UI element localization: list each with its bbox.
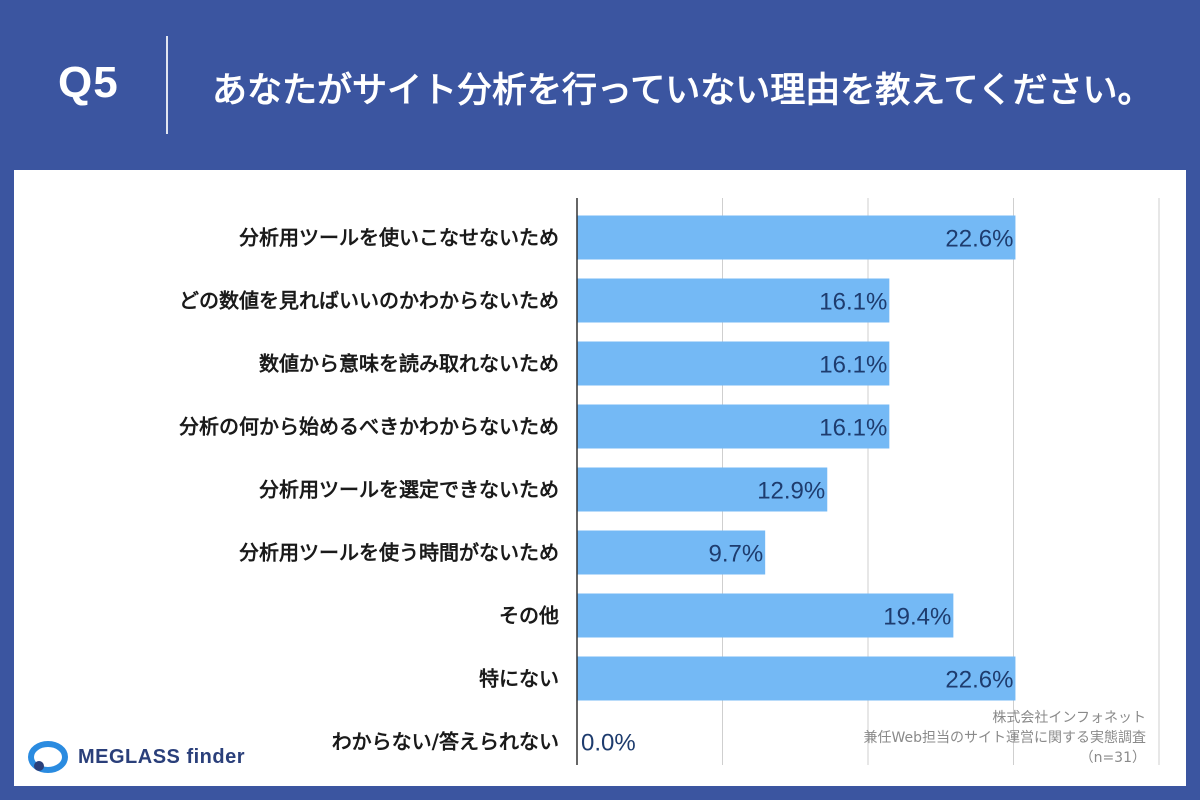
source-company: 株式会社インフォネット xyxy=(992,710,1146,726)
source-note: 株式会社インフォネット 兼任Web担当のサイト運営に関する実態調査 （n=31） xyxy=(863,708,1146,768)
value-label: 16.1% xyxy=(819,352,887,379)
category-label: 特にない xyxy=(479,667,559,691)
chart-panel: 分析用ツールを使いこなせないため 22.6% どの数値を見ればいいのかわからないため… xyxy=(14,170,1186,786)
question-number: Q5 xyxy=(58,58,119,107)
bar xyxy=(577,593,954,638)
category-label: 数値から意味を読み取れないため xyxy=(259,352,559,376)
value-label: 16.1% xyxy=(819,415,887,442)
value-label: 12.9% xyxy=(757,478,825,505)
meglass-logo-icon xyxy=(28,741,68,773)
bar xyxy=(577,404,890,449)
source-survey: 兼任Web担当のサイト運営に関する実態調査 xyxy=(863,730,1146,746)
bar xyxy=(577,215,1016,260)
value-label: 16.1% xyxy=(819,289,887,316)
brand-logo: MEGLASS finder xyxy=(28,740,245,774)
category-label: 分析用ツールを使いこなせないため xyxy=(239,226,559,250)
value-label: 22.6% xyxy=(945,667,1013,694)
value-label: 22.6% xyxy=(945,226,1013,253)
value-label: 19.4% xyxy=(883,604,951,631)
value-label: 0.0% xyxy=(581,730,636,757)
bar xyxy=(577,467,828,512)
bar-chart: 分析用ツールを使いこなせないため 22.6% どの数値を見ればいいのかわからないため… xyxy=(179,198,1160,765)
category-label: 分析用ツールを選定できないため xyxy=(259,478,559,502)
logo-text: MEGLASS finder xyxy=(78,745,246,768)
bar xyxy=(577,278,890,323)
category-label: わからない/答えられない xyxy=(332,730,559,754)
question-title: あなたがサイト分析を行っていない理由を教えてください。 xyxy=(212,71,1153,111)
category-label: 分析の何から始めるべきかわからないため xyxy=(179,415,559,439)
header-divider xyxy=(166,36,168,134)
bar xyxy=(577,530,766,575)
category-label: その他 xyxy=(499,604,559,628)
bar xyxy=(577,341,890,386)
category-label: どの数値を見ればいいのかわからないため xyxy=(179,289,559,313)
category-label: 分析用ツールを使う時間がないため xyxy=(239,541,559,565)
value-label: 9.7% xyxy=(708,541,763,568)
bar xyxy=(577,656,1016,701)
header: Q5 あなたがサイト分析を行っていない理由を教えてください。 xyxy=(0,0,1200,170)
source-sample: （n=31） xyxy=(1079,750,1146,766)
